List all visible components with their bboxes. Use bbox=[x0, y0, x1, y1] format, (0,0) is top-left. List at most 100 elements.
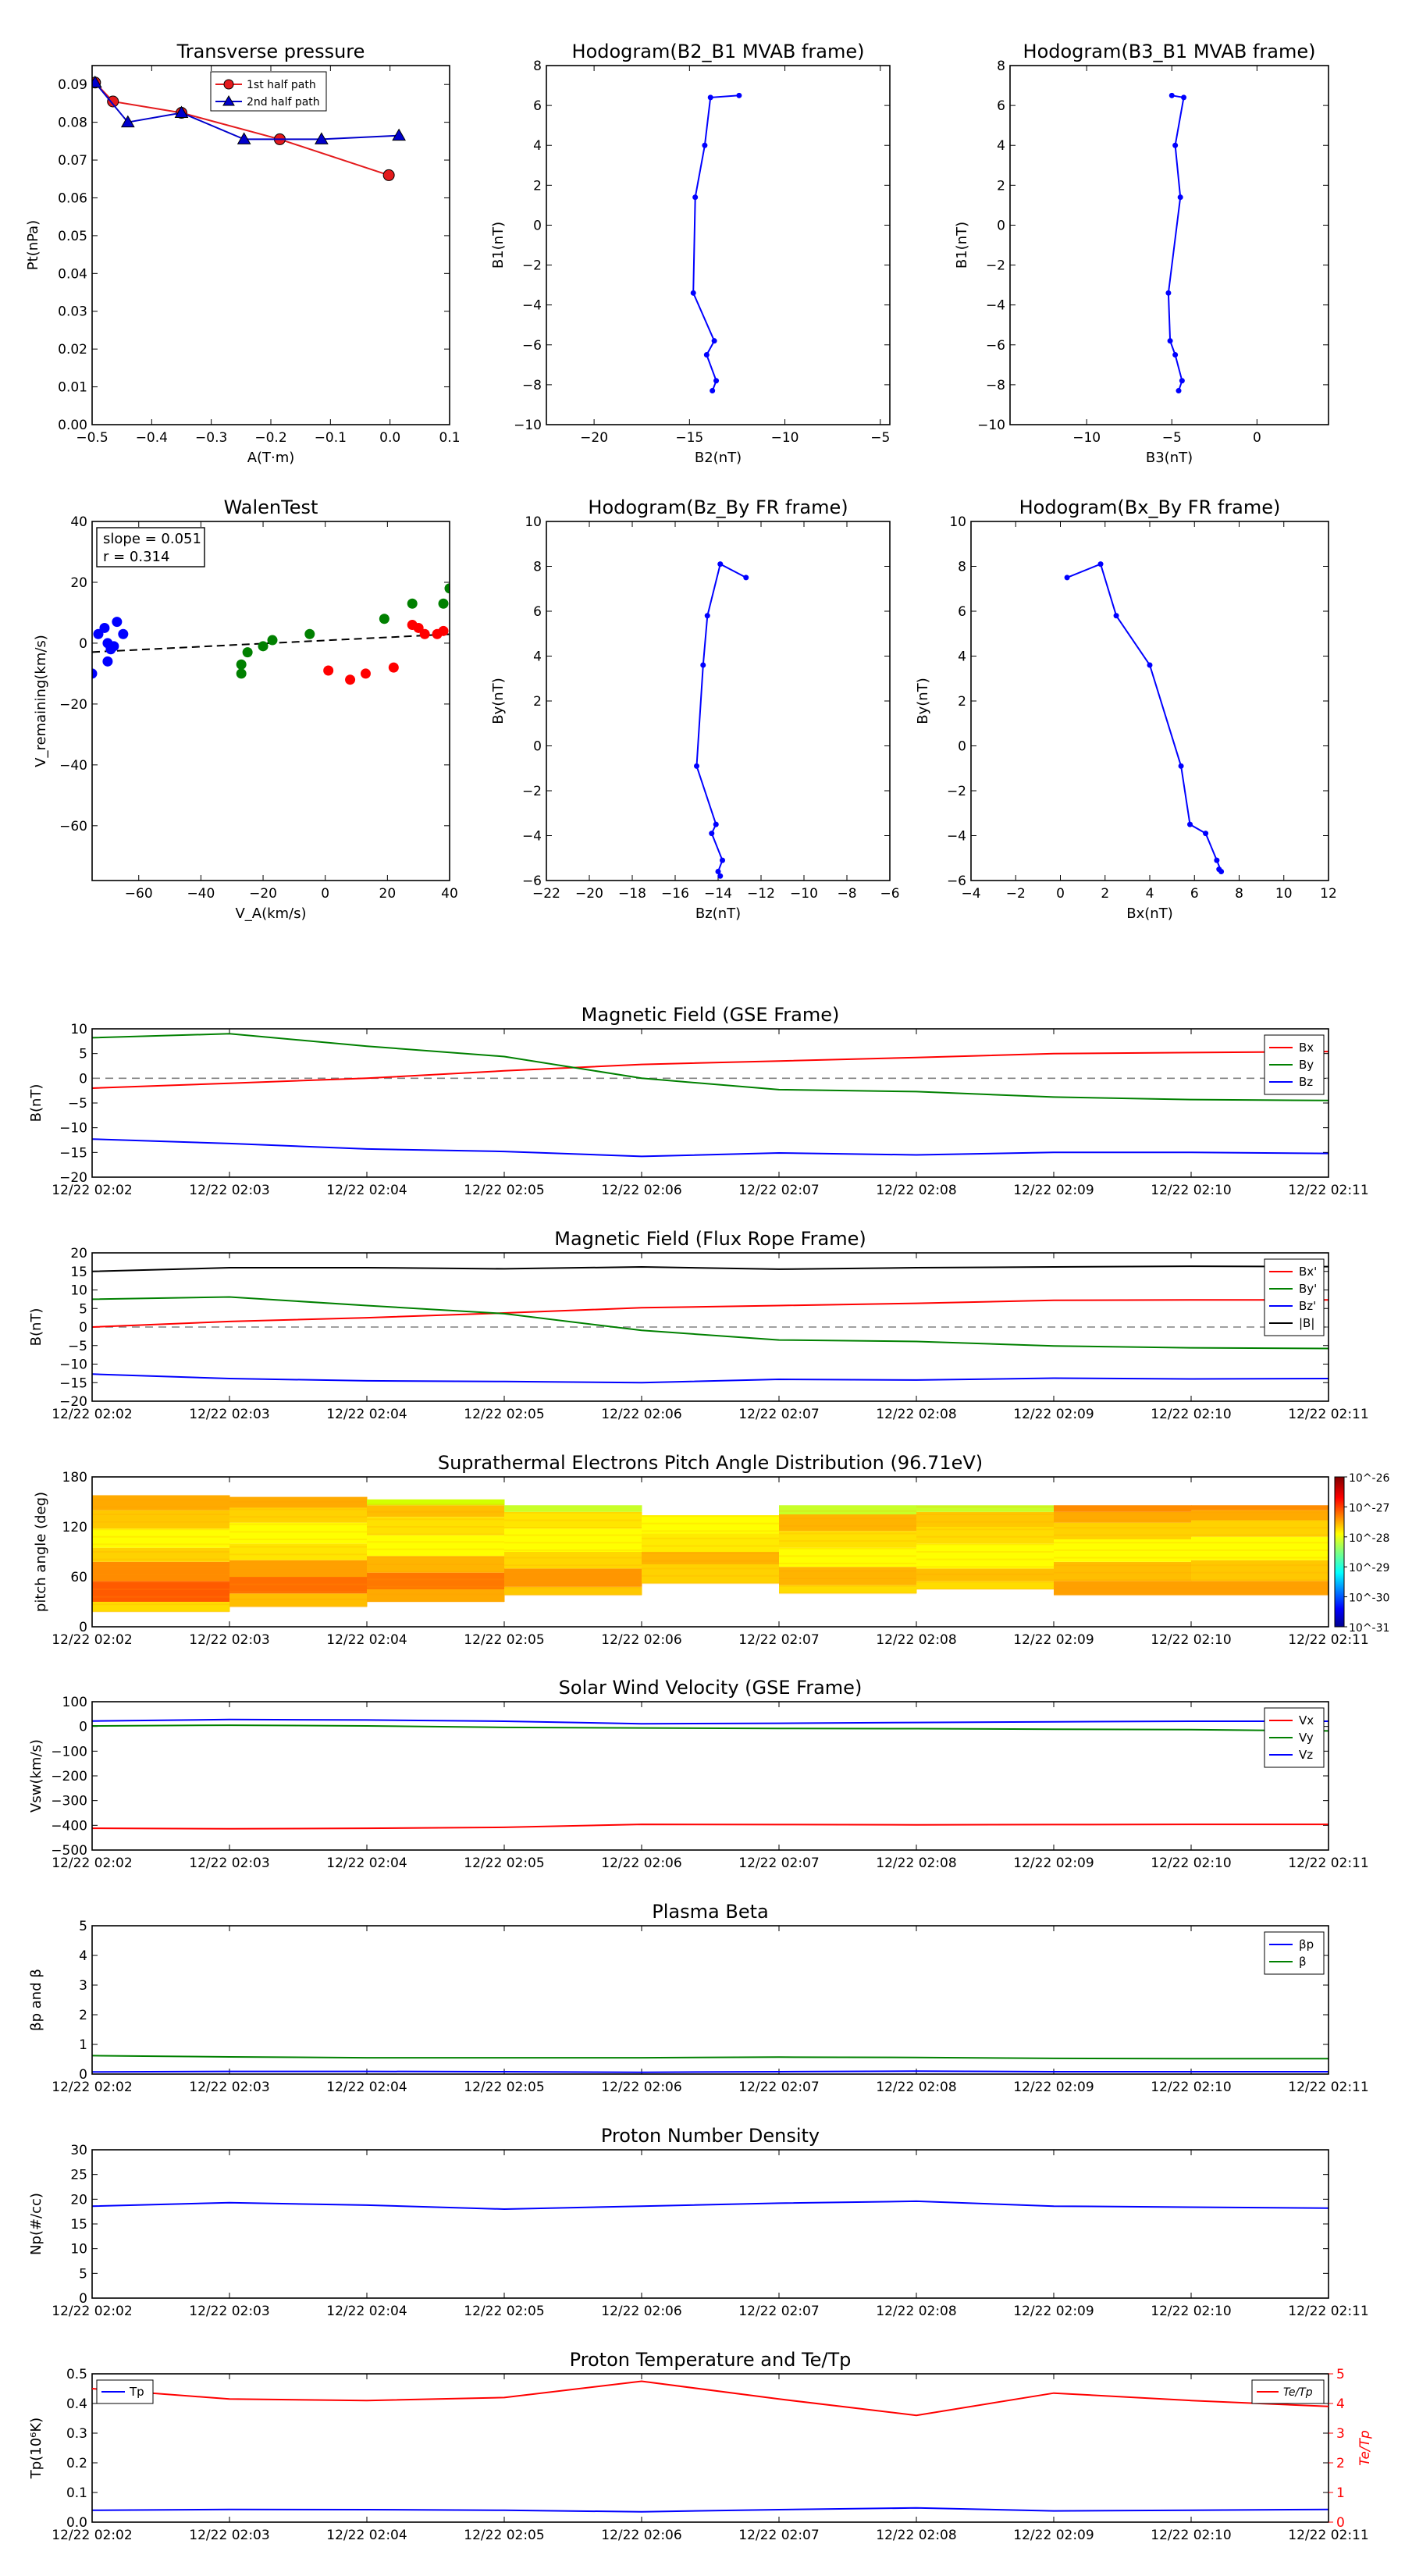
bgse-xtick-label: 12/22 02:07 bbox=[738, 1183, 819, 1198]
pt-point-circle bbox=[382, 169, 395, 181]
walen-title: WalenTest bbox=[224, 496, 318, 518]
walen-point bbox=[108, 641, 119, 652]
pt-ytick-label: 0.07 bbox=[58, 153, 87, 169]
bfr-ytick-label: 0 bbox=[79, 1320, 87, 1336]
h4-point bbox=[1064, 575, 1070, 581]
pad-cell bbox=[1191, 1510, 1329, 1521]
vsw-chart: Solar Wind Velocity (GSE Frame) −500 −400 −… bbox=[28, 1677, 1369, 1871]
bfr-xtick-label: 12/22 02:03 bbox=[189, 1407, 269, 1422]
bgse-chart: Magnetic Field (GSE Frame) −20 −15 −10 −5 0 5 1… bbox=[28, 1004, 1369, 1198]
pt-point-triangle bbox=[237, 132, 251, 144]
np-ytick-label: 30 bbox=[70, 2143, 87, 2158]
beta-xtick-label: 12/22 02:03 bbox=[189, 2080, 269, 2095]
pad-xtick-label: 12/22 02:04 bbox=[326, 1632, 407, 1648]
bfr-legend-label: Bz' bbox=[1299, 1299, 1316, 1313]
h2-point bbox=[1167, 338, 1173, 344]
vsw-xtick-label: 12/22 02:11 bbox=[1288, 1856, 1368, 1871]
bgse-ytick-label: −20 bbox=[59, 1170, 87, 1186]
bgse-legend-label: By bbox=[1299, 1058, 1314, 1072]
bgse-xtick-label: 12/22 02:11 bbox=[1288, 1183, 1368, 1198]
h4-point bbox=[1187, 821, 1193, 827]
pad-cell bbox=[642, 1552, 780, 1564]
beta-series-line bbox=[92, 2070, 1329, 2073]
np-ytick-label: 5 bbox=[79, 2266, 87, 2282]
pt-xtick-label: −0.1 bbox=[315, 430, 347, 446]
pad-xtick-label: 12/22 02:03 bbox=[189, 1632, 269, 1648]
pad-cell bbox=[92, 1602, 230, 1612]
beta-legend-box bbox=[1264, 1931, 1325, 1975]
vsw-xtick-label: 12/22 02:10 bbox=[1151, 1856, 1231, 1871]
h3-point bbox=[743, 575, 749, 581]
np-plot-frame bbox=[91, 2149, 1329, 2299]
pad-cell bbox=[92, 1495, 230, 1510]
pad-colorbar-label: 10^-26 bbox=[1349, 1472, 1390, 1485]
h3-point bbox=[713, 821, 719, 827]
h2-point bbox=[1176, 388, 1182, 394]
h1-point bbox=[702, 142, 708, 148]
h3-ytick-label: −6 bbox=[522, 873, 542, 889]
pad-cell bbox=[92, 1510, 230, 1529]
h2-point bbox=[1179, 378, 1185, 384]
np-xtick-label: 12/22 02:11 bbox=[1288, 2304, 1368, 2319]
pad-cell bbox=[1191, 1581, 1329, 1596]
vsw-legend-label: Vz bbox=[1299, 1748, 1313, 1762]
h3-xlabel: Bz(nT) bbox=[695, 906, 741, 922]
beta-xtick-label: 12/22 02:07 bbox=[738, 2080, 819, 2095]
tp-ytick-label: 0.4 bbox=[66, 2396, 87, 2412]
tp-ytick2-label: 2 bbox=[1336, 2456, 1345, 2471]
pad-cell bbox=[1054, 1539, 1192, 1562]
h3-ytick-label: 6 bbox=[533, 604, 542, 620]
bgse-xtick-label: 12/22 02:09 bbox=[1013, 1183, 1094, 1198]
h3-title: Hodogram(Bz_By FR frame) bbox=[588, 496, 848, 518]
h4-point bbox=[1097, 561, 1104, 568]
h2-point bbox=[1172, 142, 1179, 148]
h4-ytick-label: −6 bbox=[947, 873, 966, 889]
beta-xtick-label: 12/22 02:11 bbox=[1288, 2080, 1368, 2095]
bgse-ytick-label: 10 bbox=[70, 1022, 87, 1037]
np-ytick-label: 15 bbox=[70, 2217, 87, 2233]
np-xtick-label: 12/22 02:03 bbox=[189, 2304, 269, 2319]
h3-point bbox=[694, 763, 699, 769]
bfr-series-line bbox=[92, 1299, 1329, 1328]
pt-point-triangle bbox=[174, 105, 189, 119]
vsw-xtick-label: 12/22 02:07 bbox=[738, 1856, 819, 1871]
walen-point bbox=[118, 628, 129, 639]
h3-point bbox=[720, 857, 725, 863]
walen-xlabel: V_A(km/s) bbox=[235, 906, 306, 922]
pad-title: Suprathermal Electrons Pitch Angle Distr… bbox=[438, 1452, 983, 1474]
walen-point bbox=[242, 647, 253, 658]
h2-xtick-label: −10 bbox=[1072, 430, 1101, 446]
pad-cell bbox=[1191, 1536, 1329, 1560]
pad-cell bbox=[229, 1522, 368, 1544]
h3-chart: Hodogram(Bz_By FR frame)−6−4−20246810−22… bbox=[490, 496, 900, 922]
h2-chart: Hodogram(B3_B1 MVAB frame) −10 −8 −6 −4 −2 0 2 4… bbox=[954, 41, 1329, 466]
h3-ytick-label: −2 bbox=[522, 784, 542, 799]
walen-point bbox=[304, 628, 315, 639]
pad-cell bbox=[916, 1568, 1055, 1582]
pad-cell bbox=[504, 1586, 642, 1596]
h4-ytick-label: 2 bbox=[958, 694, 966, 710]
pad-colorbar-label: 10^-28 bbox=[1349, 1532, 1389, 1545]
pad-cell bbox=[1191, 1560, 1329, 1582]
h1-point bbox=[710, 388, 716, 394]
tp-ytick2-label: 3 bbox=[1336, 2426, 1345, 2442]
pad-cell bbox=[779, 1505, 917, 1514]
walen-ytick-label: −20 bbox=[59, 697, 87, 713]
pad-cell bbox=[367, 1499, 505, 1506]
vsw-ytick-label: −200 bbox=[51, 1769, 87, 1784]
vsw-xtick-label: 12/22 02:06 bbox=[601, 1856, 681, 1871]
pad-colorbar-label: 10^-30 bbox=[1349, 1592, 1389, 1605]
beta-ylabel: βp and β bbox=[28, 1969, 44, 2031]
tp-xtick-label: 12/22 02:07 bbox=[738, 2528, 819, 2543]
h3-xtick-label: −22 bbox=[532, 886, 560, 902]
pad-cell bbox=[92, 1561, 230, 1582]
beta-xtick-label: 12/22 02:06 bbox=[601, 2080, 681, 2095]
h1-point bbox=[703, 352, 710, 358]
pad-cell bbox=[229, 1560, 368, 1577]
vsw-legend: Vx Vy Vz bbox=[1264, 1707, 1325, 1768]
bfr-xtick-label: 12/22 02:10 bbox=[1151, 1407, 1231, 1422]
np-xtick-label: 12/22 02:10 bbox=[1151, 2304, 1231, 2319]
walen-point bbox=[419, 628, 430, 639]
pad-cell bbox=[229, 1496, 368, 1508]
h4-ytick-label: 8 bbox=[958, 560, 966, 575]
